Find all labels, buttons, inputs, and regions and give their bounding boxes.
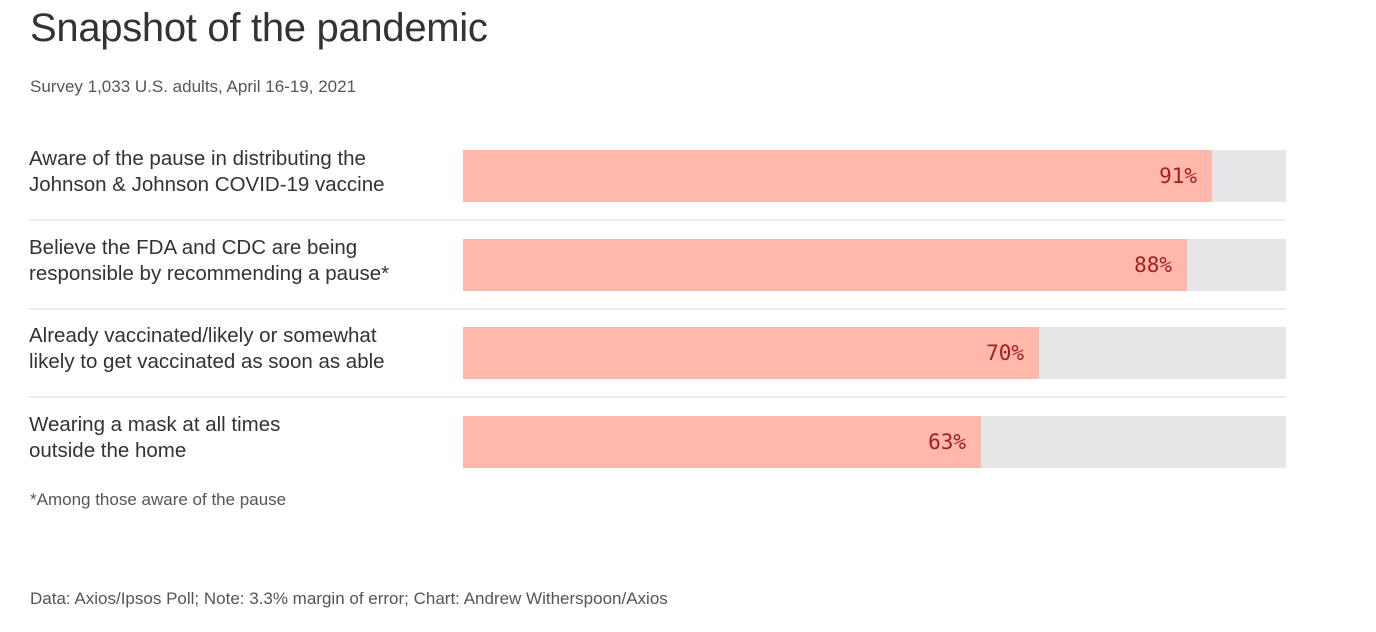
bar [463, 239, 1187, 291]
bar-value-label: 70% [986, 341, 1024, 365]
category-label-line: Wearing a mask at all times [29, 413, 281, 436]
bar-track: 88% [463, 239, 1286, 291]
category-label-line: responsible by recommending a pause* [29, 262, 390, 285]
chart-title: Snapshot of the pandemic [30, 6, 488, 50]
category-label-line: Aware of the pause in distributing the [29, 147, 366, 170]
bar-track: 63% [463, 416, 1286, 468]
row-divider [29, 396, 1286, 398]
row-divider [29, 219, 1286, 221]
bar [463, 327, 1039, 379]
chart-footnote: *Among those aware of the pause [30, 490, 287, 509]
bar-track: 91% [463, 150, 1286, 202]
bar-track: 70% [463, 327, 1286, 379]
category-label: Already vaccinated/likely or somewhat lik… [29, 323, 449, 375]
bar-value-label: 88% [1134, 253, 1172, 277]
category-label: Believe the FDA and CDC are being respons… [29, 235, 449, 287]
category-label: Aware of the pause in distributing the Jo… [29, 146, 449, 198]
category-label-line: outside the home [29, 439, 187, 462]
row-divider [29, 308, 1286, 310]
category-label-line: likely to get vaccinated as soon as able [29, 350, 385, 373]
category-label: Wearing a mask at all times outside the h… [29, 412, 449, 464]
category-label-line: Already vaccinated/likely or somewhat [29, 324, 377, 347]
category-label-line: Johnson & Johnson COVID-19 vaccine [29, 173, 385, 196]
chart-subtitle: Survey 1,033 U.S. adults, April 16-19, 2… [30, 77, 357, 96]
bar-value-label: 91% [1159, 164, 1197, 188]
chart-source: Data: Axios/Ipsos Poll; Note: 3.3% margi… [30, 589, 668, 608]
bar-value-label: 63% [928, 430, 966, 454]
bar [463, 150, 1212, 202]
bar [463, 416, 981, 468]
category-label-line: Believe the FDA and CDC are being [29, 236, 358, 259]
